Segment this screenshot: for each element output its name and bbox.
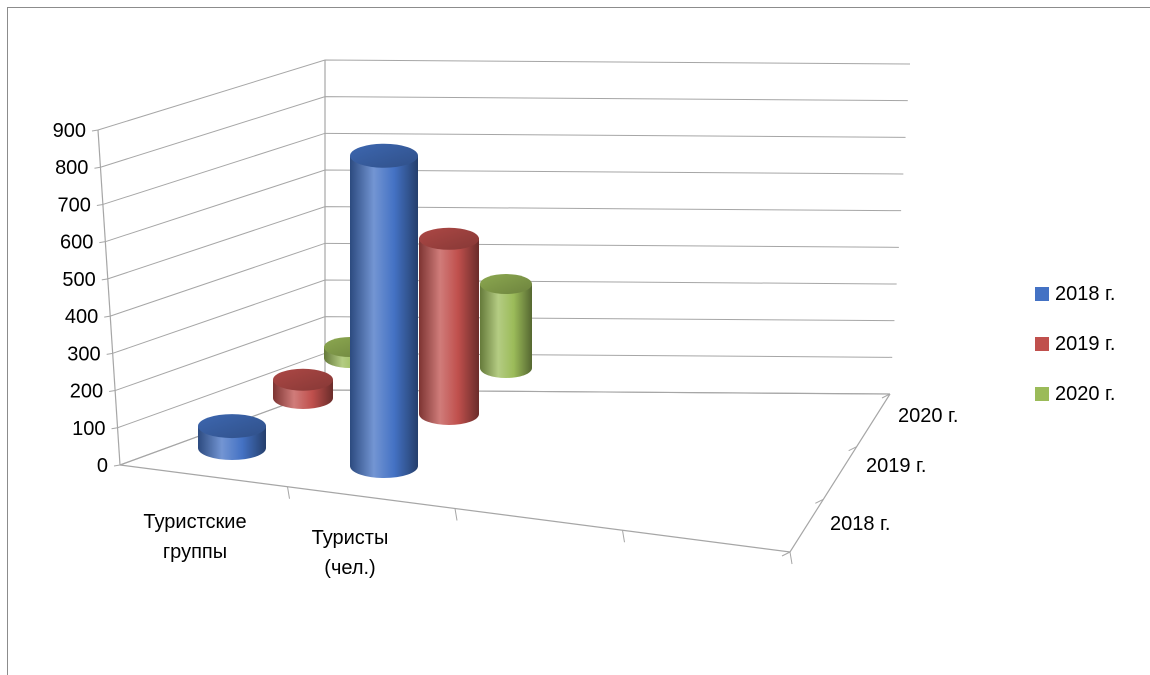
- y-tick-label: 900: [53, 120, 86, 142]
- legend-swatch: [1035, 337, 1049, 351]
- category-label: Туристы (чел.): [312, 527, 389, 579]
- legend-swatch: [1035, 287, 1049, 301]
- y-tick-label: 700: [58, 194, 91, 216]
- depth-label: 2018 г.: [830, 513, 890, 535]
- legend-label: 2020 г.: [1055, 383, 1115, 405]
- chart-frame: [7, 7, 1150, 675]
- depth-label: 2020 г.: [898, 405, 958, 427]
- legend-label: 2018 г.: [1055, 283, 1115, 305]
- y-tick-label: 500: [62, 269, 95, 291]
- bar-1-1: [419, 227, 479, 425]
- y-tick-label: 600: [60, 232, 93, 254]
- bar-1-0: [350, 143, 418, 478]
- y-tick-label: 300: [67, 343, 100, 365]
- y-tick-label: 800: [55, 157, 88, 179]
- y-tick-label: 400: [65, 306, 98, 328]
- gridline: [112, 279, 897, 354]
- y-tick-label: 0: [97, 455, 108, 477]
- bar-0-0: [198, 414, 266, 460]
- chart-legend: 2018 г. 2019 г. 2020 г.: [1035, 283, 1115, 405]
- chart-labels: 0 100 200 300 400 500 600 700 800 900 Туристские гр…: [53, 120, 959, 579]
- gridline: [114, 316, 895, 392]
- y-tick-label: 100: [72, 418, 105, 440]
- gridline: [110, 242, 899, 317]
- chart-axes: [91, 129, 891, 565]
- depth-label: 2019 г.: [866, 455, 926, 477]
- gridline: [107, 206, 902, 280]
- gridline: [105, 169, 904, 243]
- chart-bars: [198, 143, 532, 478]
- gridline: [97, 59, 911, 131]
- y-tick-label: 200: [70, 381, 103, 403]
- gridline: [100, 96, 908, 168]
- category-label: Туристские группы: [143, 511, 246, 563]
- legend-label: 2019 г.: [1055, 333, 1115, 355]
- gridline: [102, 132, 906, 205]
- legend-swatch: [1035, 387, 1049, 401]
- bar-1-2: [480, 274, 532, 378]
- bar-0-1: [273, 368, 333, 409]
- chart-gridlines: [97, 59, 911, 466]
